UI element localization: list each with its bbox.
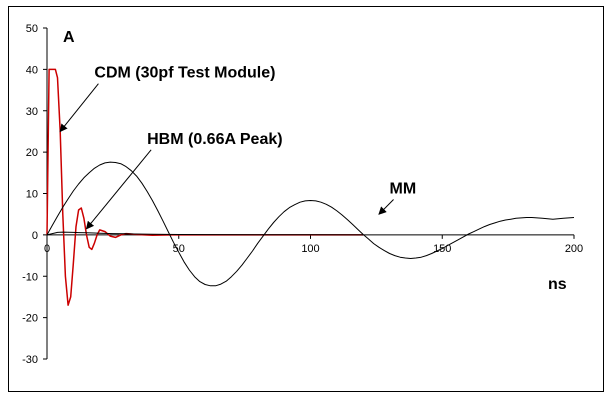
series-line-cdm [46,68,364,306]
x-tick-label: 100 [301,243,319,255]
y-tick-label: -20 [22,313,38,325]
annotation-label: CDM (30pf Test Module) [94,65,275,82]
y-tick-label: 0 [32,230,38,242]
chart-frame [8,6,604,392]
series-group [46,68,575,306]
series-line-hbm [46,231,364,236]
y-axis-label: A [63,29,75,46]
annotation-arrow [59,83,99,133]
y-tick-label: 30 [26,106,38,118]
annotation-label: MM [390,181,417,198]
annotations: CDM (30pf Test Module) HBM (0.66A Peak) MM [59,65,417,230]
x-tick-label: 0 [44,243,50,255]
annotation-label: HBM (0.66A Peak) [147,131,282,148]
annotation-arrow [85,149,152,230]
x-tick-label: 200 [565,243,583,255]
annotation-arrow [378,199,394,215]
y-tick-label: -10 [22,271,38,283]
y-tick-label: 40 [26,64,38,76]
y-tick-label: 10 [26,189,38,201]
y-tick-label: 50 [26,23,38,35]
x-ticks: 0 50 100 150 200 [44,234,583,255]
y-ticks: 50 40 30 20 10 0 -10 -20 -30 [22,23,47,366]
y-tick-label: 20 [26,147,38,159]
x-axis-label: ns [548,276,567,293]
y-tick-label: -30 [22,354,38,366]
series-line-mm [46,161,575,287]
